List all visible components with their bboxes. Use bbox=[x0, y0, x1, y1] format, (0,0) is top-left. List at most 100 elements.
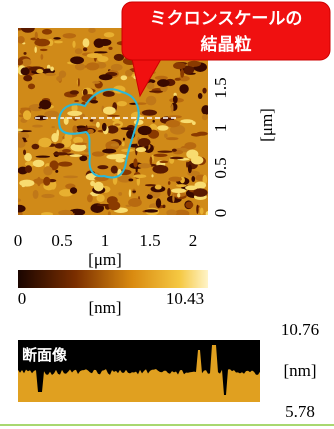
texture bbox=[33, 160, 45, 167]
texture bbox=[32, 144, 40, 150]
texture bbox=[138, 163, 152, 168]
texture bbox=[36, 69, 43, 73]
x-tick-label: 0.5 bbox=[51, 231, 72, 250]
texture bbox=[171, 188, 186, 193]
texture bbox=[104, 32, 115, 37]
texture bbox=[180, 69, 184, 78]
texture bbox=[58, 210, 73, 216]
texture bbox=[23, 52, 26, 55]
texture bbox=[15, 198, 21, 202]
texture bbox=[194, 182, 206, 189]
figure: ミクロンスケールの 結晶粒 0 0.5 1 1.5 [μm] 0 0.5 1 1… bbox=[0, 0, 334, 429]
texture bbox=[35, 32, 38, 39]
texture bbox=[166, 137, 179, 140]
texture bbox=[170, 157, 184, 160]
texture bbox=[149, 91, 163, 93]
texture bbox=[150, 156, 153, 164]
texture bbox=[69, 154, 82, 157]
texture bbox=[40, 49, 48, 51]
texture bbox=[25, 165, 32, 173]
texture bbox=[23, 75, 32, 81]
texture bbox=[94, 38, 105, 48]
texture bbox=[167, 188, 171, 197]
texture bbox=[86, 62, 99, 70]
texture bbox=[111, 143, 119, 146]
texture bbox=[83, 38, 90, 47]
texture bbox=[121, 127, 133, 130]
texture bbox=[20, 108, 30, 110]
texture bbox=[176, 184, 187, 187]
texture bbox=[96, 122, 100, 128]
x-axis-label: [μm] bbox=[88, 250, 122, 269]
texture bbox=[184, 142, 196, 149]
texture bbox=[38, 138, 51, 148]
texture bbox=[92, 81, 100, 84]
texture bbox=[180, 119, 193, 123]
texture bbox=[103, 91, 115, 97]
texture bbox=[42, 29, 52, 35]
texture bbox=[54, 41, 63, 44]
colorbar-max: 10.43 bbox=[166, 289, 204, 308]
texture bbox=[52, 126, 55, 128]
texture bbox=[152, 120, 154, 123]
texture bbox=[155, 76, 168, 80]
texture bbox=[23, 149, 26, 155]
texture bbox=[34, 39, 50, 47]
texture bbox=[172, 194, 174, 202]
texture bbox=[201, 105, 210, 115]
texture bbox=[99, 74, 113, 80]
texture bbox=[97, 165, 108, 169]
texture bbox=[55, 143, 65, 149]
texture bbox=[156, 198, 161, 208]
texture bbox=[90, 100, 98, 103]
x-tick-label: 2 bbox=[189, 231, 198, 250]
texture bbox=[173, 62, 186, 69]
texture bbox=[21, 67, 30, 75]
texture bbox=[155, 185, 162, 190]
texture bbox=[202, 114, 208, 120]
texture bbox=[40, 54, 43, 60]
x-tick-label: 0 bbox=[14, 231, 23, 250]
texture bbox=[121, 75, 128, 80]
texture bbox=[186, 161, 188, 167]
texture bbox=[70, 90, 79, 94]
texture bbox=[75, 143, 87, 146]
texture bbox=[193, 188, 207, 197]
texture bbox=[111, 64, 123, 71]
y-axis-label: [μm] bbox=[257, 108, 276, 142]
texture bbox=[168, 181, 171, 185]
texture bbox=[188, 164, 192, 173]
texture bbox=[41, 212, 53, 216]
texture bbox=[58, 161, 72, 166]
texture bbox=[128, 178, 133, 181]
texture bbox=[55, 170, 58, 173]
texture bbox=[39, 100, 51, 110]
texture bbox=[111, 166, 118, 174]
texture bbox=[191, 156, 203, 165]
texture bbox=[12, 205, 25, 213]
texture bbox=[90, 119, 94, 122]
texture bbox=[185, 201, 193, 208]
texture bbox=[75, 63, 85, 70]
colorbar-min: 0 bbox=[18, 289, 27, 308]
texture bbox=[33, 178, 45, 184]
texture bbox=[63, 175, 78, 178]
texture bbox=[103, 107, 116, 115]
texture bbox=[78, 78, 80, 87]
colorbar-unit: [nm] bbox=[88, 298, 121, 317]
texture bbox=[75, 48, 83, 54]
texture bbox=[144, 209, 158, 212]
texture bbox=[41, 194, 54, 198]
texture bbox=[157, 125, 168, 130]
texture bbox=[151, 174, 153, 177]
texture bbox=[114, 54, 124, 61]
texture bbox=[43, 177, 50, 186]
texture bbox=[53, 152, 68, 155]
x-tick-label: 1.5 bbox=[139, 231, 160, 250]
texture bbox=[107, 115, 120, 117]
texture bbox=[83, 47, 87, 51]
texture bbox=[94, 51, 108, 53]
texture bbox=[16, 59, 23, 65]
texture bbox=[172, 149, 177, 152]
callout-text: ミクロンスケールの bbox=[150, 9, 303, 29]
